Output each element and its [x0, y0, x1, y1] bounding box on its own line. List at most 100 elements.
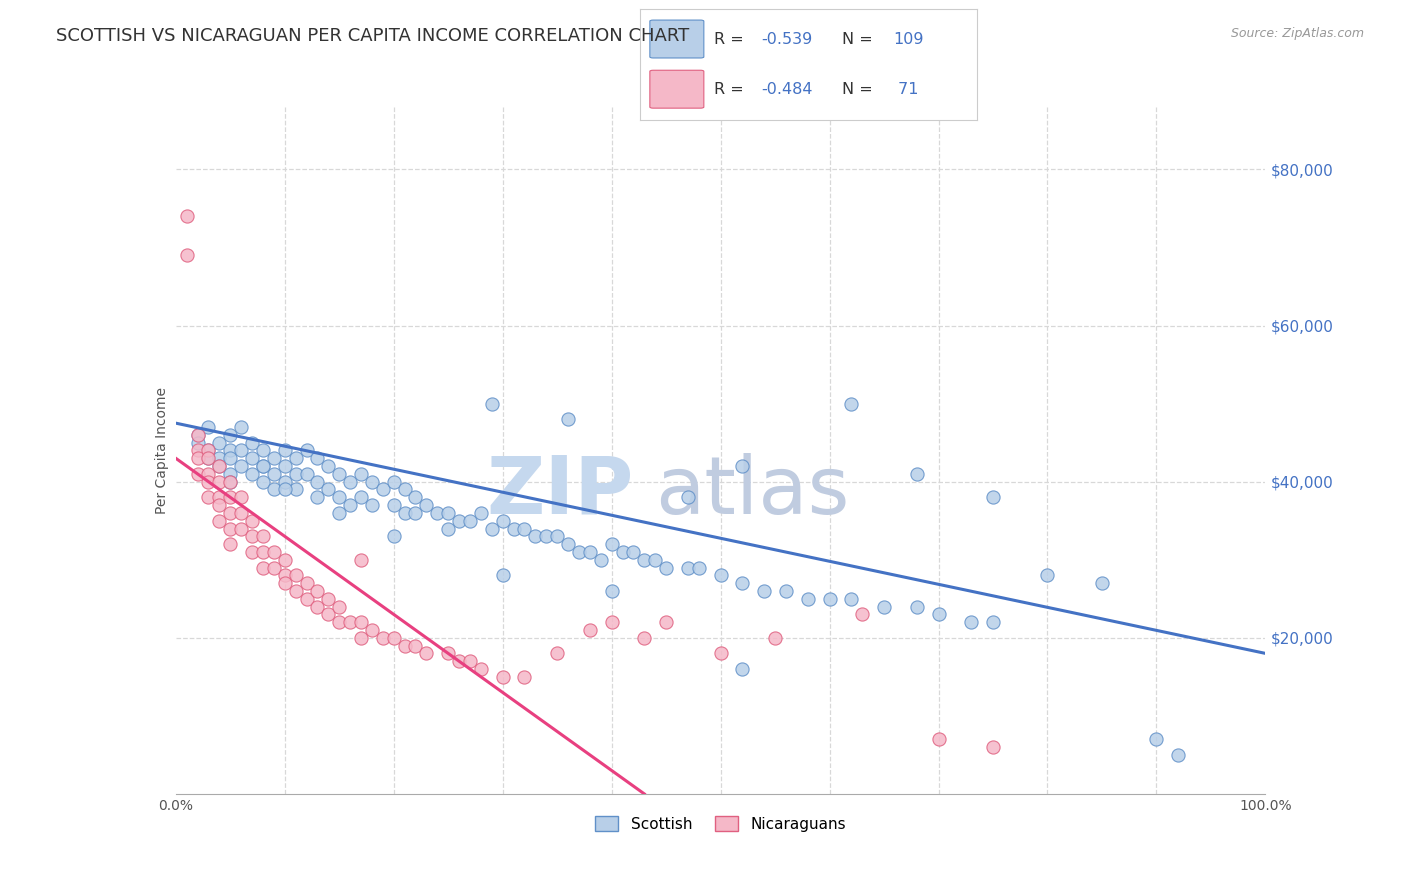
Point	[710, 568, 733, 582]
Point	[240, 514, 263, 528]
Point	[186, 427, 209, 442]
Point	[252, 560, 274, 574]
Text: R =: R =	[714, 31, 749, 46]
Point	[557, 537, 579, 551]
Point	[873, 599, 896, 614]
Point	[197, 451, 219, 466]
Point	[339, 475, 361, 489]
Point	[534, 529, 557, 543]
Point	[219, 490, 242, 504]
Point	[252, 545, 274, 559]
Point	[1167, 747, 1189, 762]
Point	[219, 467, 242, 481]
Point	[219, 475, 242, 489]
Point	[231, 521, 253, 535]
Point	[295, 591, 318, 606]
Point	[360, 623, 382, 637]
Point	[1144, 732, 1167, 747]
Point	[851, 607, 873, 622]
Point	[447, 514, 470, 528]
Point	[328, 615, 350, 630]
Point	[731, 458, 754, 473]
Point	[350, 631, 373, 645]
Point	[371, 483, 394, 497]
Point	[318, 591, 340, 606]
Point	[263, 545, 285, 559]
Text: atlas: atlas	[655, 452, 849, 531]
Point	[208, 451, 231, 466]
Text: -0.484: -0.484	[761, 82, 813, 96]
Point	[350, 467, 373, 481]
Point	[263, 560, 285, 574]
Point	[655, 615, 678, 630]
Point	[208, 458, 231, 473]
Point	[318, 458, 340, 473]
Point	[197, 490, 219, 504]
Point	[231, 443, 253, 458]
Point	[382, 631, 405, 645]
Point	[197, 443, 219, 458]
Point	[240, 467, 263, 481]
Point	[492, 514, 515, 528]
Point	[252, 443, 274, 458]
Text: ZIP: ZIP	[486, 452, 633, 531]
Point	[219, 451, 242, 466]
Point	[600, 615, 623, 630]
Point	[197, 420, 219, 434]
Point	[447, 654, 470, 668]
Point	[731, 662, 754, 676]
Point	[186, 451, 209, 466]
Point	[437, 521, 460, 535]
Point	[633, 631, 655, 645]
Point	[176, 209, 198, 223]
Point	[763, 631, 786, 645]
Point	[928, 732, 950, 747]
Point	[688, 560, 710, 574]
Point	[307, 583, 329, 598]
Point	[295, 443, 318, 458]
Point	[274, 443, 297, 458]
Point	[328, 467, 350, 481]
Point	[339, 615, 361, 630]
Point	[589, 552, 612, 567]
Point	[405, 506, 427, 520]
Point	[492, 568, 515, 582]
Point	[371, 631, 394, 645]
Point	[981, 740, 1004, 755]
Point	[219, 521, 242, 535]
Point	[394, 483, 416, 497]
Point	[252, 475, 274, 489]
Point	[318, 483, 340, 497]
Point	[394, 506, 416, 520]
Point	[208, 498, 231, 512]
Point	[186, 443, 209, 458]
Point	[263, 467, 285, 481]
Point	[568, 545, 591, 559]
Point	[274, 568, 297, 582]
Point	[252, 529, 274, 543]
Point	[197, 475, 219, 489]
Point	[437, 506, 460, 520]
Point	[252, 458, 274, 473]
Point	[905, 599, 928, 614]
Point	[263, 483, 285, 497]
Point	[284, 451, 307, 466]
Point	[981, 490, 1004, 504]
Point	[405, 639, 427, 653]
Point	[481, 521, 503, 535]
Point	[208, 514, 231, 528]
Point	[579, 623, 602, 637]
Point	[546, 529, 568, 543]
Point	[274, 458, 297, 473]
Point	[240, 451, 263, 466]
Point	[621, 545, 644, 559]
Text: N =: N =	[842, 82, 879, 96]
Point	[307, 490, 329, 504]
Point	[841, 591, 863, 606]
Point	[710, 646, 733, 660]
Point	[219, 443, 242, 458]
Point	[481, 396, 503, 410]
Point	[307, 451, 329, 466]
Text: 71: 71	[893, 82, 918, 96]
Point	[295, 467, 318, 481]
